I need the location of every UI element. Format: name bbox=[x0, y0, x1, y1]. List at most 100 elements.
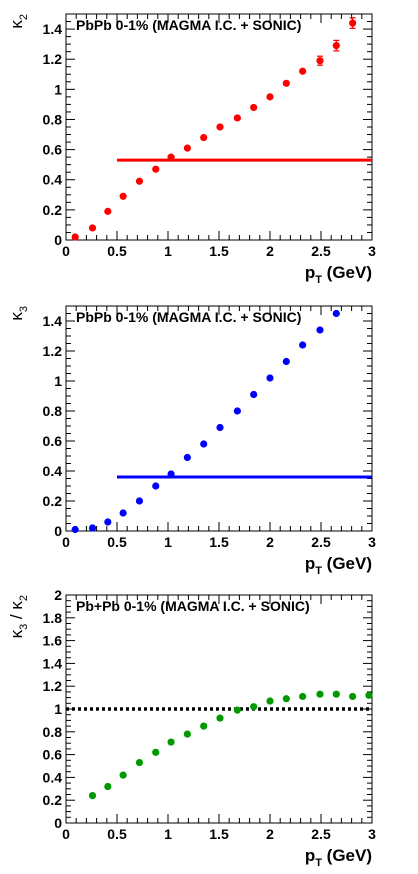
data-point bbox=[119, 771, 127, 779]
data-point bbox=[349, 692, 357, 701]
y-tick-label: 0.4 bbox=[43, 463, 63, 479]
x-axis-label: pT (GeV) bbox=[305, 263, 372, 286]
y-tick-label: 0.4 bbox=[43, 172, 63, 188]
x-tick-label: 2 bbox=[266, 243, 274, 259]
data-point bbox=[167, 470, 175, 478]
panel-annotation: PbPb 0-1% (MAGMA I.C. + SONIC) bbox=[76, 309, 301, 325]
panel-annotation: Pb+Pb 0-1% (MAGMA I.C. + SONIC) bbox=[76, 598, 310, 614]
data-point bbox=[152, 165, 160, 173]
data-point bbox=[152, 748, 160, 756]
x-tick-label: 3 bbox=[368, 243, 376, 259]
data-point bbox=[167, 738, 175, 746]
y-tick-label: 0.6 bbox=[43, 433, 63, 449]
data-point bbox=[135, 497, 144, 505]
x-tick-label: 2.5 bbox=[311, 243, 331, 259]
data-point bbox=[88, 792, 97, 800]
y-axis-label-symbol: κ bbox=[7, 629, 26, 638]
y-tick-label: 0.8 bbox=[43, 724, 63, 740]
y-tick-label: 0.2 bbox=[43, 202, 63, 218]
data-point bbox=[152, 482, 160, 490]
x-axis-label-symbol: p bbox=[305, 263, 315, 282]
x-tick-label: 1 bbox=[164, 243, 172, 259]
x-tick-label: 0 bbox=[62, 534, 70, 550]
x-axis-label-unit: (GeV) bbox=[322, 263, 372, 282]
y-tick-label: 0.4 bbox=[43, 769, 63, 785]
data-point bbox=[332, 42, 340, 50]
x-tick-label: 1.5 bbox=[209, 826, 229, 842]
y-tick-label: 0.2 bbox=[43, 792, 63, 808]
data-point bbox=[216, 423, 224, 432]
y-axis-label-subscript: 3 bbox=[18, 306, 30, 312]
data-point bbox=[200, 440, 208, 448]
x-tick-labels: 0 0.5 1 1.5 2 2.5 3 bbox=[62, 534, 376, 550]
data-point bbox=[119, 192, 127, 200]
data-point bbox=[250, 390, 258, 399]
y-tick-label: 1.2 bbox=[43, 51, 63, 67]
data-point bbox=[250, 703, 258, 711]
x-tick-label: 1 bbox=[164, 826, 172, 842]
data-point bbox=[266, 374, 274, 382]
y-axis-label-subscript-2: 2 bbox=[18, 595, 30, 601]
y-tick-label: 1 bbox=[54, 81, 62, 97]
x-tick-label: 0.5 bbox=[107, 826, 127, 842]
y-tick-label: 1.2 bbox=[43, 343, 63, 359]
data-point bbox=[282, 695, 290, 703]
data-point bbox=[216, 123, 224, 131]
data-point bbox=[200, 133, 208, 142]
x-tick-label: 0 bbox=[62, 243, 70, 259]
y-axis-label: κ3 / κ2 bbox=[7, 595, 30, 638]
y-axis-label-separator: / bbox=[7, 610, 26, 624]
x-tick-label: 1.5 bbox=[209, 534, 229, 550]
data-point bbox=[104, 782, 112, 791]
x-axis-label-subscript: T bbox=[315, 274, 322, 286]
data-point bbox=[88, 224, 97, 232]
y-tick-label: 0 bbox=[54, 815, 62, 831]
y-axis-label-symbol: κ bbox=[7, 312, 26, 321]
y-tick-label: 0.8 bbox=[43, 403, 63, 419]
data-point bbox=[332, 690, 340, 698]
x-tick-label: 3 bbox=[368, 826, 376, 842]
data-point bbox=[299, 341, 307, 349]
panel-annotation: PbPb 0-1% (MAGMA I.C. + SONIC) bbox=[76, 17, 301, 33]
data-point bbox=[266, 697, 274, 705]
data-point bbox=[316, 326, 324, 334]
y-tick-label: 0 bbox=[54, 232, 62, 248]
data-point bbox=[299, 67, 307, 75]
y-axis-label-subscript: 2 bbox=[18, 14, 30, 20]
data-point bbox=[183, 730, 191, 738]
panel-kappa2: 0 0.5 1 1.5 2 2.5 3 0 0.2 0.4 0.6 0.8 1 1.2 1.4 PbPb … bbox=[7, 13, 376, 286]
y-axis-label: κ3 bbox=[7, 306, 30, 321]
axis-ticks bbox=[65, 594, 373, 824]
data-point bbox=[316, 57, 324, 65]
data-point bbox=[365, 691, 373, 699]
data-point bbox=[216, 714, 224, 722]
y-tick-label: 0.6 bbox=[43, 142, 63, 158]
data-point bbox=[233, 706, 241, 714]
data-point bbox=[282, 79, 290, 87]
data-point bbox=[282, 357, 290, 366]
y-tick-labels: 0 0.2 0.4 0.6 0.8 1 1.2 1.4 bbox=[43, 21, 63, 248]
data-point bbox=[135, 758, 144, 767]
x-axis-label-unit: (GeV) bbox=[322, 554, 372, 573]
y-axis-label: κ2 bbox=[7, 14, 30, 29]
x-tick-label: 0.5 bbox=[107, 243, 127, 259]
data-point bbox=[104, 518, 112, 526]
y-tick-label: 0 bbox=[54, 523, 62, 539]
data-point bbox=[233, 114, 241, 122]
data-point bbox=[233, 407, 241, 415]
y-tick-label: 1 bbox=[54, 373, 62, 389]
data-point bbox=[266, 93, 274, 101]
x-axis-label-subscript: T bbox=[315, 565, 322, 577]
data-point bbox=[104, 207, 112, 215]
data-point bbox=[71, 525, 79, 534]
y-tick-label: 1.8 bbox=[43, 610, 63, 626]
x-axis-label-unit: (GeV) bbox=[322, 846, 372, 865]
y-tick-label: 0.8 bbox=[43, 111, 63, 127]
panel-kappa3: 0 0.5 1 1.5 2 2.5 3 0 0.2 0.4 0.6 0.8 1 1.2 1.4 PbPb … bbox=[7, 305, 376, 577]
y-tick-labels: 0 0.2 0.4 0.6 0.8 1 1.2 1.4 bbox=[43, 313, 63, 539]
y-tick-label: 2 bbox=[54, 587, 62, 603]
x-tick-label: 2.5 bbox=[311, 534, 331, 550]
x-tick-label: 1 bbox=[164, 534, 172, 550]
